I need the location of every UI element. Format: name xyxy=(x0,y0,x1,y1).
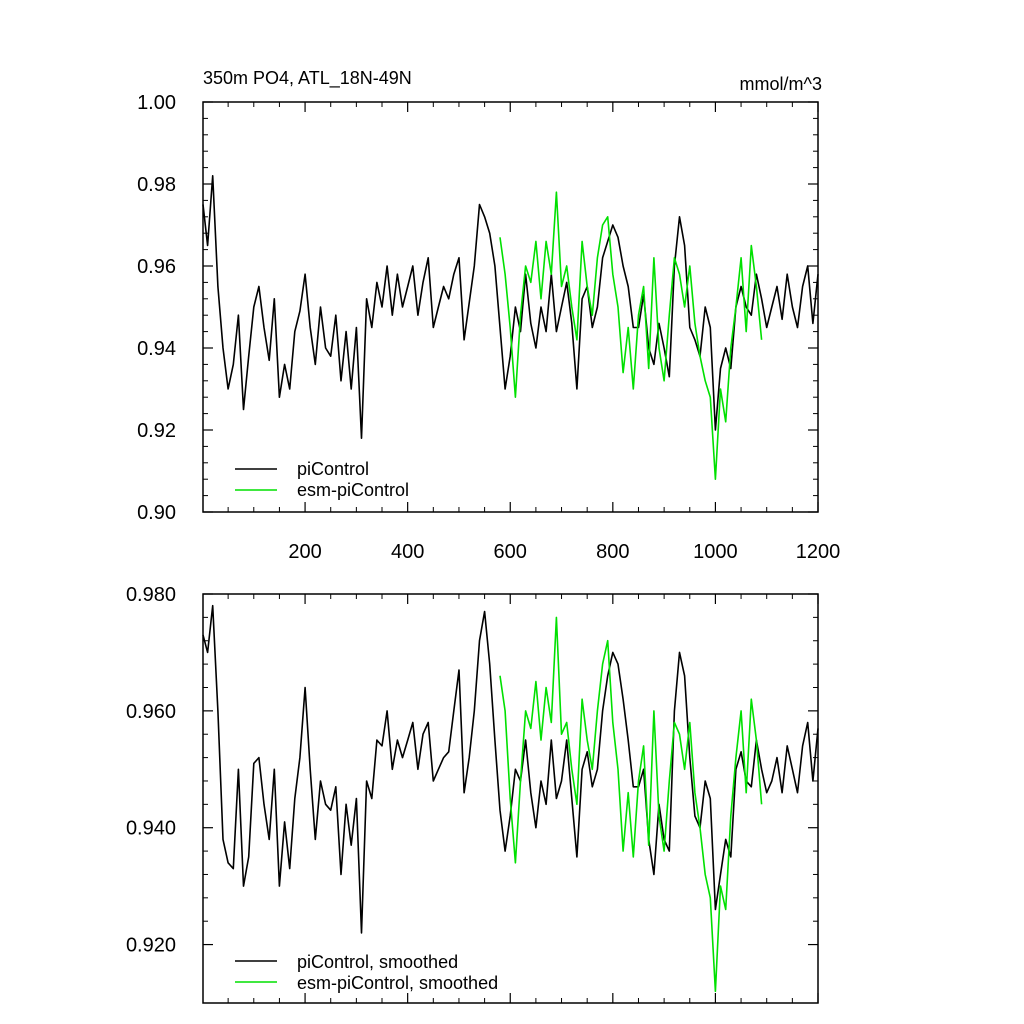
bottom-ytick-label: 0.940 xyxy=(126,818,176,840)
top-series-layer xyxy=(202,175,819,481)
top-legend: piControl esm-piControl xyxy=(235,459,409,500)
bottom-series-picontrol-smoothed xyxy=(202,604,819,934)
top-ytick-label: 0.94 xyxy=(137,338,176,360)
top-chart-title: 350m PO4, ATL_18N-49N xyxy=(203,68,412,89)
bottom-legend-label-picontrol: piControl, smoothed xyxy=(297,952,458,972)
bottom-ytick-label: 0.980 xyxy=(126,584,176,606)
top-xtick-label: 1200 xyxy=(796,541,841,563)
top-xtick-labels: 200 400 600 800 1000 1200 xyxy=(288,541,840,563)
bottom-ytick-labels: 0.920 0.940 0.960 0.980 xyxy=(126,584,176,957)
top-chart-units: mmol/m^3 xyxy=(740,74,822,94)
top-xtick-label: 200 xyxy=(288,541,321,563)
top-xtick-label: 400 xyxy=(391,541,424,563)
top-panel: 350m PO4, ATL_18N-49N mmol/m^3 0.900.920… xyxy=(137,68,840,563)
bottom-panel: 0.920 0.940 0.960 0.980 piControl, smoothed… xyxy=(126,584,819,1004)
top-legend-label-picontrol: piControl xyxy=(297,459,369,479)
top-legend-label-esm-picontrol: esm-piControl xyxy=(297,480,409,500)
top-ytick-label: 0.98 xyxy=(137,174,176,196)
top-plot-frame xyxy=(202,101,819,513)
bottom-legend: piControl, smoothed esm-piControl, smoot… xyxy=(235,952,498,993)
top-ytick-label: 0.92 xyxy=(137,420,176,442)
top-ytick-label: 0.96 xyxy=(137,256,176,278)
top-gridticks xyxy=(203,101,819,513)
top-xtick-label: 600 xyxy=(494,541,527,563)
top-ytick-label: 0.90 xyxy=(137,502,176,524)
bottom-ytick-label: 0.960 xyxy=(126,701,176,723)
bottom-series-esm-picontrol-smoothed xyxy=(499,616,763,993)
top-ytick-labels: 0.90 0.92 0.94 0.96 0.98 1.00 xyxy=(137,92,176,524)
bottom-legend-label-esm-picontrol: esm-piControl, smoothed xyxy=(297,973,498,993)
bottom-plot-frame xyxy=(202,593,819,1004)
top-xtick-label: 800 xyxy=(596,541,629,563)
top-xtick-label: 1000 xyxy=(693,541,738,563)
bottom-ytick-label: 0.920 xyxy=(126,935,176,957)
bottom-series-layer xyxy=(202,604,819,993)
top-series-esm-picontrol xyxy=(499,191,763,481)
bottom-gridticks xyxy=(203,593,819,1003)
top-ytick-label: 1.00 xyxy=(137,92,176,114)
top-series-picontrol xyxy=(202,175,819,440)
